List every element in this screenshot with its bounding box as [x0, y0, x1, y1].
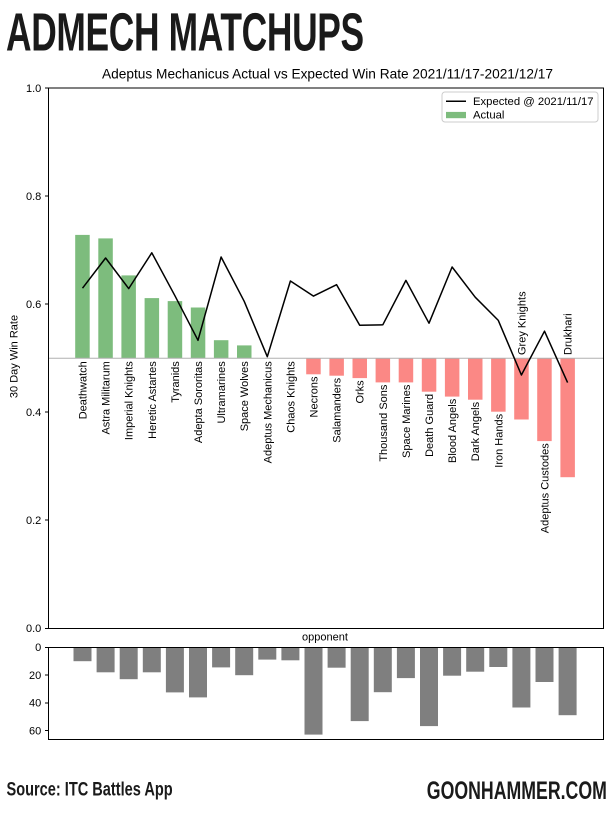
svg-text:30 Day Win Rate: 30 Day Win Rate	[9, 315, 21, 398]
svg-text:0.8: 0.8	[26, 191, 41, 203]
svg-text:60: 60	[29, 725, 41, 737]
svg-text:0.2: 0.2	[26, 515, 41, 527]
svg-text:Drukhari: Drukhari	[563, 313, 575, 355]
svg-text:Space Wolves: Space Wolves	[239, 361, 251, 432]
svg-text:0.6: 0.6	[26, 299, 41, 311]
svg-text:0.4: 0.4	[26, 407, 41, 419]
svg-text:Thousand Sons: Thousand Sons	[378, 384, 390, 462]
svg-text:Imperial Knights: Imperial Knights	[124, 361, 136, 440]
svg-text:Grey Knights: Grey Knights	[516, 291, 528, 355]
svg-text:20: 20	[29, 670, 41, 682]
svg-text:Adeptus Mechanicus Actual vs E: Adeptus Mechanicus Actual vs Expected Wi…	[102, 67, 553, 82]
svg-text:Dark Angels: Dark Angels	[470, 401, 482, 461]
svg-text:Blood Angels: Blood Angels	[447, 398, 459, 463]
svg-text:Actual: Actual	[473, 109, 504, 121]
svg-text:Death Guard: Death Guard	[424, 394, 436, 457]
svg-text:Heretic Astartes: Heretic Astartes	[147, 361, 159, 439]
svg-text:Deathwatch: Deathwatch	[78, 361, 90, 419]
svg-text:40: 40	[29, 698, 41, 710]
svg-text:Iron Hands: Iron Hands	[493, 413, 505, 467]
svg-text:Source: ITC Battles App: Source: ITC Battles App	[7, 777, 173, 800]
svg-text:1.0: 1.0	[26, 83, 41, 95]
svg-text:ADMECH MATCHUPS: ADMECH MATCHUPS	[6, 2, 364, 62]
svg-text:0.0: 0.0	[26, 623, 41, 635]
svg-text:GOONHAMMER.COM: GOONHAMMER.COM	[427, 776, 607, 805]
svg-text:Adeptus Mechanicus: Adeptus Mechanicus	[262, 361, 274, 464]
svg-text:Necrons: Necrons	[309, 376, 321, 417]
svg-text:Expected @ 2021/11/17: Expected @ 2021/11/17	[473, 96, 594, 108]
svg-text:Astra Militarum: Astra Militarum	[101, 361, 113, 434]
svg-text:Space Marines: Space Marines	[401, 384, 413, 458]
svg-text:0: 0	[35, 642, 41, 654]
svg-text:Tyranids: Tyranids	[170, 361, 182, 403]
svg-text:Ultramarines: Ultramarines	[216, 361, 228, 424]
svg-text:Adepta Sororitas: Adepta Sororitas	[193, 361, 205, 443]
svg-text:Adeptus Custodes: Adeptus Custodes	[540, 443, 552, 533]
svg-text:Orks: Orks	[355, 380, 367, 404]
svg-text:Salamanders: Salamanders	[332, 377, 344, 442]
svg-text:Chaos Knights: Chaos Knights	[285, 361, 297, 433]
svg-text:opponent: opponent	[302, 631, 348, 643]
